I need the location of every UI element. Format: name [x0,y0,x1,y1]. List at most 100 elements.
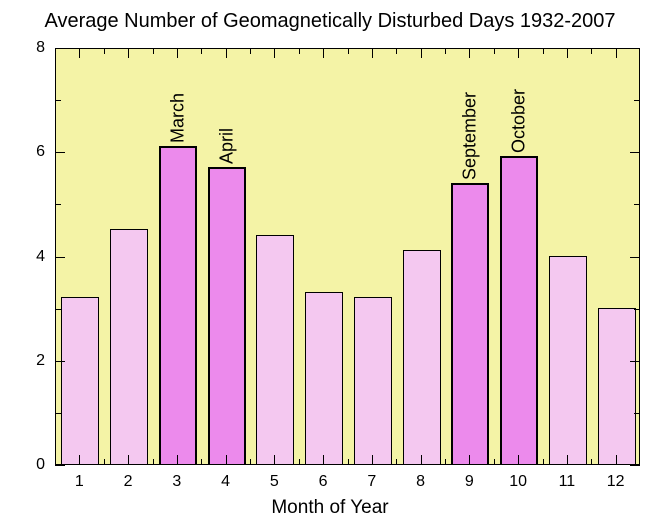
ytick-left [55,413,61,414]
xtick-bottom [421,455,422,465]
bar-month-1 [61,297,99,464]
ytick-left [55,465,65,466]
xtick-bottom [177,455,178,465]
bar-month-2 [110,229,148,464]
xtick-top [226,48,227,58]
ytick-right [630,48,640,49]
xtick-top [79,48,80,58]
ytick-right [630,257,640,258]
ytick-right [630,465,640,466]
bar-month-8 [403,250,441,464]
xtick-bottom [372,455,373,465]
xtick-minor-top [153,48,154,54]
x-axis-label: Month of Year [0,497,660,519]
xtick-top [177,48,178,58]
ytick-left [55,204,61,205]
xtick-label: 12 [607,473,625,491]
xtick-top [323,48,324,58]
xtick-bottom [469,455,470,465]
ytick-label: 2 [25,352,45,370]
xtick-top [128,48,129,58]
xtick-label: 11 [559,473,576,491]
ytick-left [55,309,61,310]
bar-label-april: April [216,128,237,164]
ytick-left [55,361,65,362]
xtick-top [372,48,373,58]
ytick-left [55,100,61,101]
bar-month-10 [500,156,538,464]
xtick-minor-bottom [153,459,154,465]
xtick-label: 3 [172,473,181,491]
xtick-minor-top [250,48,251,54]
ytick-right [634,204,640,205]
bar-month-4 [208,167,246,464]
ytick-right [630,152,640,153]
bar-month-3 [159,146,197,464]
ytick-right [634,413,640,414]
xtick-minor-top [494,48,495,54]
xtick-bottom [616,455,617,465]
ytick-left [55,152,65,153]
chart-container: Average Number of Geomagnetically Distur… [0,0,660,525]
xtick-label: 8 [416,473,425,491]
ytick-label: 8 [25,39,45,57]
xtick-minor-bottom [396,459,397,465]
xtick-label: 6 [319,473,328,491]
bar-label-october: October [509,89,530,153]
chart-title: Average Number of Geomagnetically Distur… [0,10,660,33]
xtick-label: 10 [509,473,527,491]
ytick-right [634,100,640,101]
xtick-bottom [567,455,568,465]
ytick-right [630,361,640,362]
xtick-label: 5 [270,473,279,491]
bar-month-12 [598,308,636,464]
plot-area: March April September October [55,48,640,465]
bar-month-5 [256,235,294,464]
xtick-bottom [274,455,275,465]
xtick-top [469,48,470,58]
xtick-minor-bottom [591,459,592,465]
xtick-minor-top [445,48,446,54]
xtick-minor-top [299,48,300,54]
ytick-left [55,48,65,49]
ytick-label: 6 [25,143,45,161]
xtick-top [274,48,275,58]
xtick-minor-bottom [543,459,544,465]
xtick-bottom [226,455,227,465]
xtick-label: 9 [465,473,474,491]
ytick-label: 0 [25,456,45,474]
xtick-minor-bottom [299,459,300,465]
xtick-top [616,48,617,58]
xtick-bottom [79,455,80,465]
xtick-top [518,48,519,58]
ytick-left [55,257,65,258]
xtick-minor-bottom [494,459,495,465]
xtick-top [421,48,422,58]
bar-month-11 [549,256,587,465]
xtick-minor-bottom [104,459,105,465]
bar-month-7 [354,297,392,464]
xtick-label: 7 [367,473,376,491]
xtick-bottom [128,455,129,465]
xtick-bottom [518,455,519,465]
xtick-label: 1 [75,473,84,491]
xtick-minor-bottom [201,459,202,465]
xtick-minor-top [348,48,349,54]
xtick-top [567,48,568,58]
xtick-minor-top [396,48,397,54]
xtick-minor-top [201,48,202,54]
xtick-bottom [323,455,324,465]
ytick-right [634,309,640,310]
xtick-minor-bottom [348,459,349,465]
xtick-label: 4 [221,473,230,491]
xtick-minor-bottom [250,459,251,465]
ytick-label: 4 [25,248,45,266]
bar-label-march: March [167,93,188,143]
xtick-minor-top [104,48,105,54]
xtick-label: 2 [124,473,133,491]
xtick-minor-top [591,48,592,54]
bar-month-6 [305,292,343,464]
bar-month-9 [451,183,489,464]
xtick-minor-bottom [445,459,446,465]
bar-label-september: September [460,91,481,179]
